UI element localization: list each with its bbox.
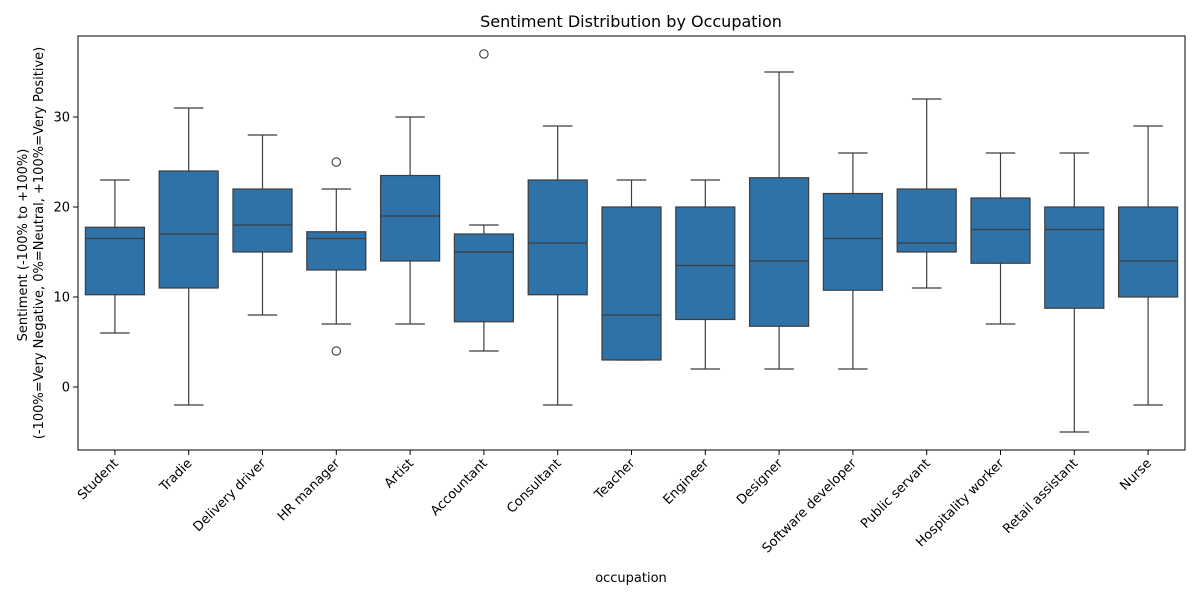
outlier-point <box>331 346 342 356</box>
y-axis-label: Sentiment (-100% to +100%) (-100%=Very N… <box>16 47 47 439</box>
box-hospitality-worker <box>970 197 1031 264</box>
box-nurse <box>1117 206 1179 298</box>
box-engineer <box>675 206 736 321</box>
y-tick-label: 10 <box>53 291 70 306</box>
box-accountant <box>453 233 515 323</box>
box-public-servant <box>896 188 957 253</box>
box-retail-assistant <box>1044 206 1105 309</box>
box-tradie <box>158 170 219 289</box>
box-teacher <box>601 206 662 361</box>
box-designer <box>748 177 810 327</box>
y-tick-label: 0 <box>62 381 70 396</box>
y-axis-label-line-1: Sentiment (-100% to +100%) <box>16 149 31 342</box>
outlier-point <box>479 49 489 59</box>
box-student <box>84 226 146 296</box>
plot-frame <box>77 35 1186 451</box>
y-tick-label: 30 <box>53 111 70 126</box>
chart-title: Sentiment Distribution by Occupation <box>480 12 782 31</box>
x-axis-label: occupation <box>595 571 667 586</box>
box-consultant <box>527 179 588 296</box>
y-tick-label: 20 <box>53 201 70 216</box>
box-artist <box>379 174 441 262</box>
outlier-point <box>331 157 342 167</box>
y-axis-label-line-2: (-100%=Very Negative, 0%=Neutral, +100%=… <box>32 47 47 439</box>
box-hr-manager <box>306 231 367 271</box>
box-software-developer <box>822 192 884 291</box>
box-delivery-driver <box>232 188 293 253</box>
